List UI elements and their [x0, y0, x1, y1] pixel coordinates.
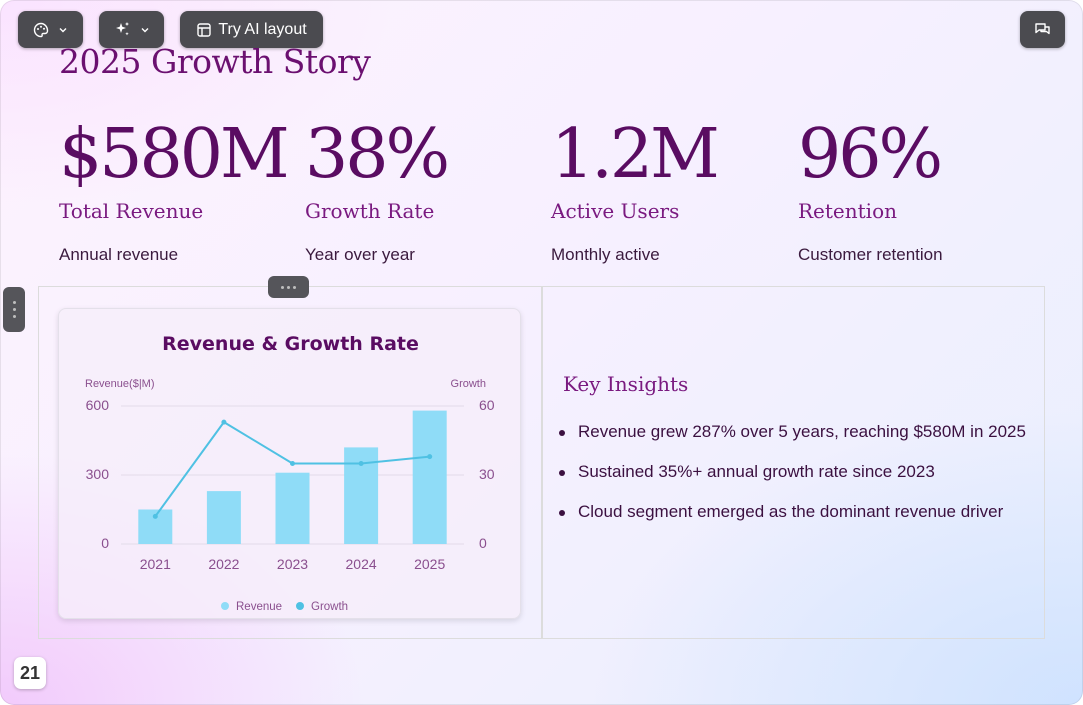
- y-axis-left-label: Revenue($|M): [85, 378, 155, 390]
- chart-title: Revenue & Growth Rate: [162, 333, 419, 355]
- sparkles-icon: [114, 21, 131, 38]
- y-axis-right-label: Growth: [451, 378, 486, 390]
- y-tick-right: 0: [479, 535, 487, 551]
- dot: [287, 285, 290, 289]
- stat-retention[interactable]: 96% Retention Customer retention: [798, 110, 1028, 265]
- x-tick-label: 2022: [208, 556, 239, 572]
- chart-card[interactable]: Revenue & Growth Rate Revenue($|M) Growt…: [58, 308, 521, 619]
- side-drag-handle[interactable]: [3, 287, 25, 332]
- stat-description: Year over year: [305, 245, 415, 264]
- y-tick-left: 600: [86, 397, 110, 413]
- stat-description: Customer retention: [798, 245, 943, 264]
- stat-description: Annual revenue: [59, 245, 179, 264]
- dot: [293, 285, 296, 289]
- try-ai-layout-label: Try AI layout: [218, 20, 307, 38]
- insights-list[interactable]: Revenue grew 287% over 5 years, reaching…: [559, 420, 1029, 540]
- legend-swatch-growth: [296, 602, 304, 610]
- dot: [12, 301, 16, 304]
- bar-revenue-2025: [412, 410, 447, 544]
- stat-value: $580M: [59, 115, 290, 194]
- stat-value: 38%: [305, 115, 450, 194]
- palette-icon: [33, 22, 49, 38]
- comments-button[interactable]: [1020, 11, 1065, 48]
- chevron-down-icon: [58, 25, 68, 35]
- stat-value: 96%: [798, 115, 943, 194]
- y-tick-right: 30: [479, 466, 495, 482]
- theme-button[interactable]: [18, 11, 83, 48]
- dot: [281, 285, 284, 289]
- x-tick-label: 2023: [277, 556, 308, 572]
- insight-text: Sustained 35%+ annual growth rate since …: [578, 462, 935, 481]
- x-tick-label: 2025: [414, 556, 445, 572]
- stat-label: Retention: [798, 199, 898, 223]
- stat-total-revenue[interactable]: $580M Total Revenue Annual revenue: [59, 110, 290, 265]
- stat-label: Total Revenue: [59, 199, 204, 223]
- stat-value: 1.2M: [551, 115, 720, 194]
- growth-point-2025: [427, 454, 433, 460]
- y-tick-left: 300: [86, 466, 110, 482]
- dot: [12, 315, 16, 318]
- legend-label-revenue: Revenue: [236, 601, 282, 613]
- x-tick-label: 2021: [140, 556, 171, 572]
- try-ai-layout-button[interactable]: Try AI layout: [180, 11, 323, 48]
- insights-title[interactable]: Key Insights: [563, 372, 689, 396]
- ai-assist-button[interactable]: [99, 11, 164, 48]
- insight-text: Revenue grew 287% over 5 years, reaching…: [578, 422, 1026, 441]
- comments-icon: [1034, 21, 1051, 38]
- column-divider: [541, 287, 543, 639]
- growth-point-2024: [358, 461, 364, 466]
- growth-point-2022: [221, 419, 227, 425]
- slide-title[interactable]: 2025 Growth Story: [59, 42, 371, 81]
- legend-swatch-revenue: [221, 602, 229, 610]
- chart-legend: Revenue Growth: [221, 601, 348, 613]
- insight-item: Sustained 35%+ annual growth rate since …: [559, 460, 1029, 484]
- bullet: [559, 430, 565, 436]
- chevron-down-icon: [140, 25, 150, 35]
- layout-icon: [196, 22, 212, 38]
- growth-point-2023: [290, 461, 295, 466]
- legend-label-growth: Growth: [311, 601, 348, 613]
- stat-label: Growth Rate: [305, 199, 435, 223]
- stat-growth-rate[interactable]: 38% Growth Rate Year over year: [305, 110, 535, 265]
- revenue-growth-chart: Revenue & Growth Rate Revenue($|M) Growt…: [85, 333, 495, 613]
- page-number-badge[interactable]: 21: [14, 657, 46, 689]
- stat-label: Active Users: [551, 199, 680, 223]
- stat-description: Monthly active: [551, 245, 660, 264]
- insight-item: Cloud segment emerged as the dominant re…: [559, 500, 1029, 524]
- block-drag-handle[interactable]: [268, 276, 309, 298]
- y-tick-right: 60: [479, 397, 495, 413]
- insight-item: Revenue grew 287% over 5 years, reaching…: [559, 420, 1029, 444]
- bullet: [559, 510, 565, 516]
- stat-active-users[interactable]: 1.2M Active Users Monthly active: [551, 110, 781, 265]
- bar-revenue-2022: [206, 491, 241, 544]
- bullet: [559, 470, 565, 476]
- bar-revenue-2023: [275, 472, 310, 544]
- x-tick-label: 2024: [346, 556, 377, 572]
- growth-point-2021: [152, 513, 158, 519]
- insight-text: Cloud segment emerged as the dominant re…: [578, 502, 1004, 521]
- y-tick-left: 0: [101, 535, 109, 551]
- dot: [12, 308, 16, 311]
